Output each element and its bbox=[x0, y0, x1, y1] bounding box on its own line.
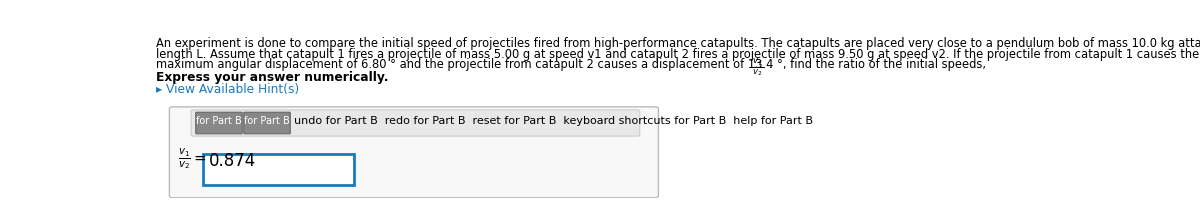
Text: $\frac{v_1}{v_2}$: $\frac{v_1}{v_2}$ bbox=[178, 146, 191, 171]
Text: ▸ View Available Hint(s): ▸ View Available Hint(s) bbox=[156, 83, 300, 96]
Text: 0.874: 0.874 bbox=[209, 152, 256, 170]
FancyBboxPatch shape bbox=[191, 110, 640, 136]
Text: Express your answer numerically.: Express your answer numerically. bbox=[156, 71, 389, 85]
Text: length L. Assume that catapult 1 fires a projectile of mass 5.00 g at speed v1 a: length L. Assume that catapult 1 fires a… bbox=[156, 47, 1200, 61]
Text: for Part B: for Part B bbox=[196, 116, 242, 126]
Text: $\frac{v_1}{v_2}$: $\frac{v_1}{v_2}$ bbox=[752, 58, 763, 78]
FancyBboxPatch shape bbox=[169, 107, 659, 198]
FancyBboxPatch shape bbox=[244, 112, 290, 134]
Text: maximum angular displacement of 6.80 ° and the projectile from catapult 2 causes: maximum angular displacement of 6.80 ° a… bbox=[156, 58, 986, 71]
Text: =: = bbox=[193, 151, 206, 166]
FancyBboxPatch shape bbox=[196, 112, 242, 134]
Text: undo for Part B  redo for Part B  reset for Part B  keyboard shortcuts for Part : undo for Part B redo for Part B reset fo… bbox=[294, 116, 814, 126]
Text: An experiment is done to compare the initial speed of projectiles fired from hig: An experiment is done to compare the ini… bbox=[156, 37, 1200, 50]
Text: for Part B: for Part B bbox=[244, 116, 290, 126]
Bar bbox=[203, 154, 354, 185]
Text: .: . bbox=[768, 58, 772, 71]
